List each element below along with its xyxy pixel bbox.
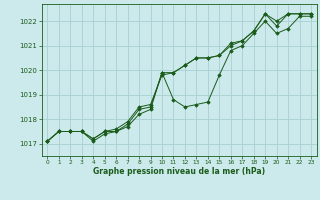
X-axis label: Graphe pression niveau de la mer (hPa): Graphe pression niveau de la mer (hPa) [93, 167, 265, 176]
